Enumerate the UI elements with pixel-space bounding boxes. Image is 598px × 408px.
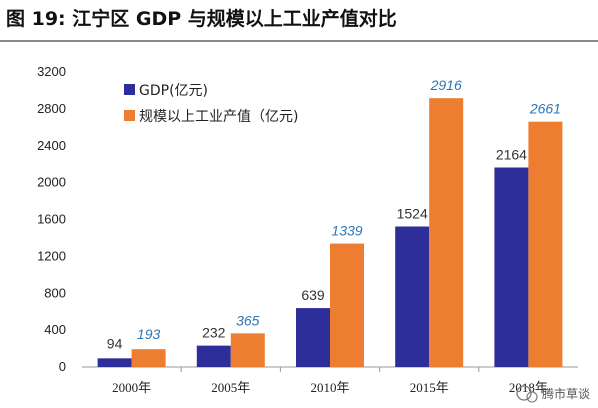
bars xyxy=(97,98,563,368)
data-label-gdp: 94 xyxy=(107,335,123,351)
bar-industrial-output xyxy=(131,349,166,367)
data-label-industrial-output: 2916 xyxy=(430,77,462,93)
bar-industrial-output xyxy=(230,333,265,367)
bar-industrial-output xyxy=(429,98,464,368)
data-label-gdp: 1524 xyxy=(397,206,428,222)
wechat-icon xyxy=(516,385,532,401)
x-tick-label: 2005年 xyxy=(211,380,250,395)
watermark-text: 腾市草谈 xyxy=(542,386,590,401)
y-tick-label: 2800 xyxy=(37,101,66,116)
bar-industrial-output xyxy=(330,243,364,367)
y-tick-label: 3200 xyxy=(37,64,66,79)
y-tick-label: 800 xyxy=(44,285,66,300)
y-tick-label: 2000 xyxy=(37,175,66,190)
data-label-industrial-output: 365 xyxy=(236,312,260,328)
data-labels: 94 193 232 365 639 1339 1524 2916 2164 2661 xyxy=(107,77,561,351)
bar-industrial-output xyxy=(528,121,563,368)
data-label-gdp: 2164 xyxy=(496,147,527,163)
data-label-gdp: 639 xyxy=(301,287,325,303)
legend-swatch xyxy=(124,110,135,121)
y-tick-label: 0 xyxy=(59,359,66,374)
title-rule xyxy=(0,40,598,42)
bar-gdp xyxy=(196,345,231,367)
legend-swatch xyxy=(124,84,135,95)
wechat-icon-bubble xyxy=(526,391,538,403)
legend-label: 规模以上工业产值（亿元) xyxy=(139,109,298,125)
watermark-group: 腾市草谈 xyxy=(516,385,590,403)
axes: 0 400 800 1200 1600 2000 2400 2800 3200 2000年 2005… xyxy=(37,64,578,395)
y-tick-label: 2400 xyxy=(37,138,66,153)
y-tick-label: 400 xyxy=(44,322,66,337)
x-tick-label: 2015年 xyxy=(410,380,449,395)
x-tick-label: 2010年 xyxy=(310,380,349,395)
data-label-gdp: 232 xyxy=(202,325,226,341)
legend-label: GDP(亿元) xyxy=(139,83,208,99)
figure-title: 图 19: 江宁区 GDP 与规模以上工业产值对比 xyxy=(6,8,397,30)
x-tick-label: 2000年 xyxy=(112,380,151,395)
bar-gdp xyxy=(97,358,132,367)
y-tick-label: 1200 xyxy=(37,248,66,263)
data-label-industrial-output: 1339 xyxy=(331,223,362,239)
y-tick-label: 1600 xyxy=(37,212,66,227)
legend: GDP(亿元) 规模以上工业产值（亿元) xyxy=(124,83,298,125)
data-label-industrial-output: 2661 xyxy=(529,101,561,117)
bar-gdp xyxy=(395,226,430,367)
bar-gdp xyxy=(494,167,529,367)
data-label-industrial-output: 193 xyxy=(137,326,161,342)
bar-gdp xyxy=(296,308,330,367)
